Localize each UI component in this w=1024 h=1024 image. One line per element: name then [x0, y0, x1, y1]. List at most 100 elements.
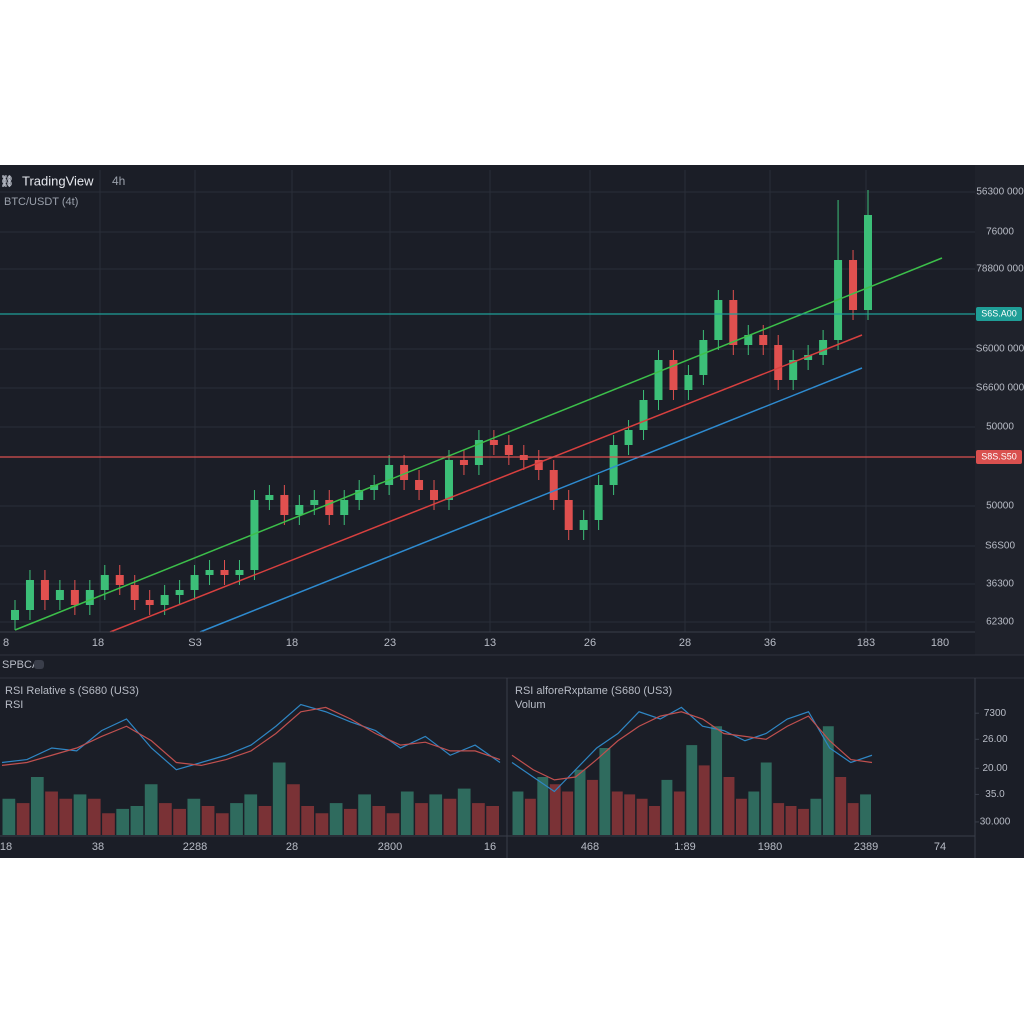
y-tick-label: 78800 000 [976, 264, 1024, 275]
candle-body [340, 500, 349, 515]
candle-body [684, 375, 693, 390]
x-tick-label: 2389 [854, 841, 878, 853]
x-tick-label: 183 [857, 637, 875, 649]
candle-body [699, 340, 708, 375]
interval[interactable]: 4h [112, 174, 125, 188]
panel-title: RSI Relative s (S680 (US3) [5, 685, 139, 697]
x-tick-label: 2800 [378, 841, 402, 853]
panel-title: RSI alforeRxptame (S680 (US3) [515, 685, 672, 697]
y-tick-label: 76000 [986, 227, 1014, 238]
volume-bar [649, 806, 660, 835]
volume-bar [173, 808, 186, 835]
candle-body [385, 465, 394, 485]
volume-bar [673, 791, 685, 835]
volume-bar [400, 791, 414, 835]
volume-bar [287, 784, 300, 835]
volume-bar [686, 745, 698, 835]
volume-bar [847, 803, 859, 835]
separator-icon[interactable] [34, 660, 44, 669]
candle-body [474, 440, 483, 465]
volume-bar [760, 762, 772, 835]
x-tick-label: 18 [92, 637, 104, 649]
volume-bar [159, 803, 172, 835]
volume-bar [624, 794, 636, 835]
x-tick-label: 18 [0, 841, 12, 853]
volume-bar [611, 791, 623, 835]
volume-bar [87, 798, 101, 835]
volume-bar [230, 803, 243, 835]
candle-body [115, 575, 124, 585]
vertical-grid [99, 170, 867, 632]
volume-bar [586, 779, 598, 835]
volume-bar [835, 777, 847, 835]
volume-bar [524, 798, 536, 835]
x-tick-label: 28 [679, 637, 691, 649]
candle-body [370, 485, 379, 490]
candle-body [459, 460, 468, 465]
candle-body [415, 480, 424, 490]
candle-body [669, 360, 678, 390]
volume-bar [599, 748, 611, 835]
price-tag [976, 307, 1022, 321]
candle-body [534, 460, 543, 470]
candle-body [235, 570, 244, 575]
volume-bar [636, 798, 648, 835]
candle-body [265, 495, 274, 500]
volume-bar [723, 777, 735, 835]
candle-body [594, 485, 603, 520]
x-tick-label: 2288 [183, 841, 207, 853]
panel-subtitle: RSI [5, 699, 23, 711]
lower-x-labels: 18 38 2288 28 2800 16 468 1:89 1980 2389… [0, 841, 946, 853]
candle-body [430, 490, 439, 500]
price-axis [975, 165, 1024, 655]
candle-body [25, 580, 34, 610]
candle-body [729, 300, 738, 345]
rsi-line [511, 711, 873, 781]
symbol[interactable]: BTC/USDT (4t) [4, 196, 78, 208]
candle-body [789, 360, 798, 380]
candle-body [160, 595, 169, 605]
x-tick-label: S3 [188, 637, 201, 649]
volume-bar [16, 803, 30, 835]
y-tick-label: 7300 [984, 708, 1007, 719]
candle-body [85, 590, 94, 605]
y-tick-label: 30.000 [980, 817, 1011, 828]
separator-label[interactable]: SPBCA [2, 659, 40, 671]
x-tick-label: 1:89 [674, 841, 695, 853]
volume-bar [773, 803, 785, 835]
volume-bar [748, 791, 760, 835]
x-tick-label: 28 [286, 841, 298, 853]
volume-bar [272, 762, 286, 835]
candle-body [639, 400, 648, 430]
x-tick-label: 36 [764, 637, 776, 649]
volume-bar [329, 803, 343, 835]
candle-body [70, 590, 79, 605]
volume-bar [187, 798, 201, 835]
volume-bar [549, 784, 561, 835]
y-tick-label: 50000 [986, 422, 1014, 433]
brand[interactable]: TradingView [22, 173, 94, 188]
price-tag [976, 450, 1022, 464]
volume-bar [822, 726, 834, 835]
volume-bar [73, 794, 87, 835]
volume-bar [315, 813, 329, 835]
trend-line [109, 334, 863, 633]
x-axis-labels: 8 18 S3 18 23 13 26 28 36 183 180 [3, 637, 949, 649]
volume-bar [258, 806, 272, 835]
candle-body [549, 470, 558, 500]
volume-bar [301, 806, 315, 835]
volume-bar [472, 803, 485, 835]
volume-bar [372, 806, 386, 835]
volume-bar [45, 791, 58, 835]
volume-bar [562, 791, 574, 835]
volume-bar [386, 813, 400, 835]
volume-bar [201, 806, 215, 835]
candle-body [220, 570, 229, 575]
y-tick-label: 26.00 [982, 734, 1007, 745]
candle-body [579, 520, 588, 530]
candle-body [714, 300, 723, 340]
volume-bar [215, 813, 229, 835]
candle-body [489, 440, 498, 445]
panel-subtitle: Volum [515, 699, 546, 711]
candle-body [504, 445, 513, 455]
